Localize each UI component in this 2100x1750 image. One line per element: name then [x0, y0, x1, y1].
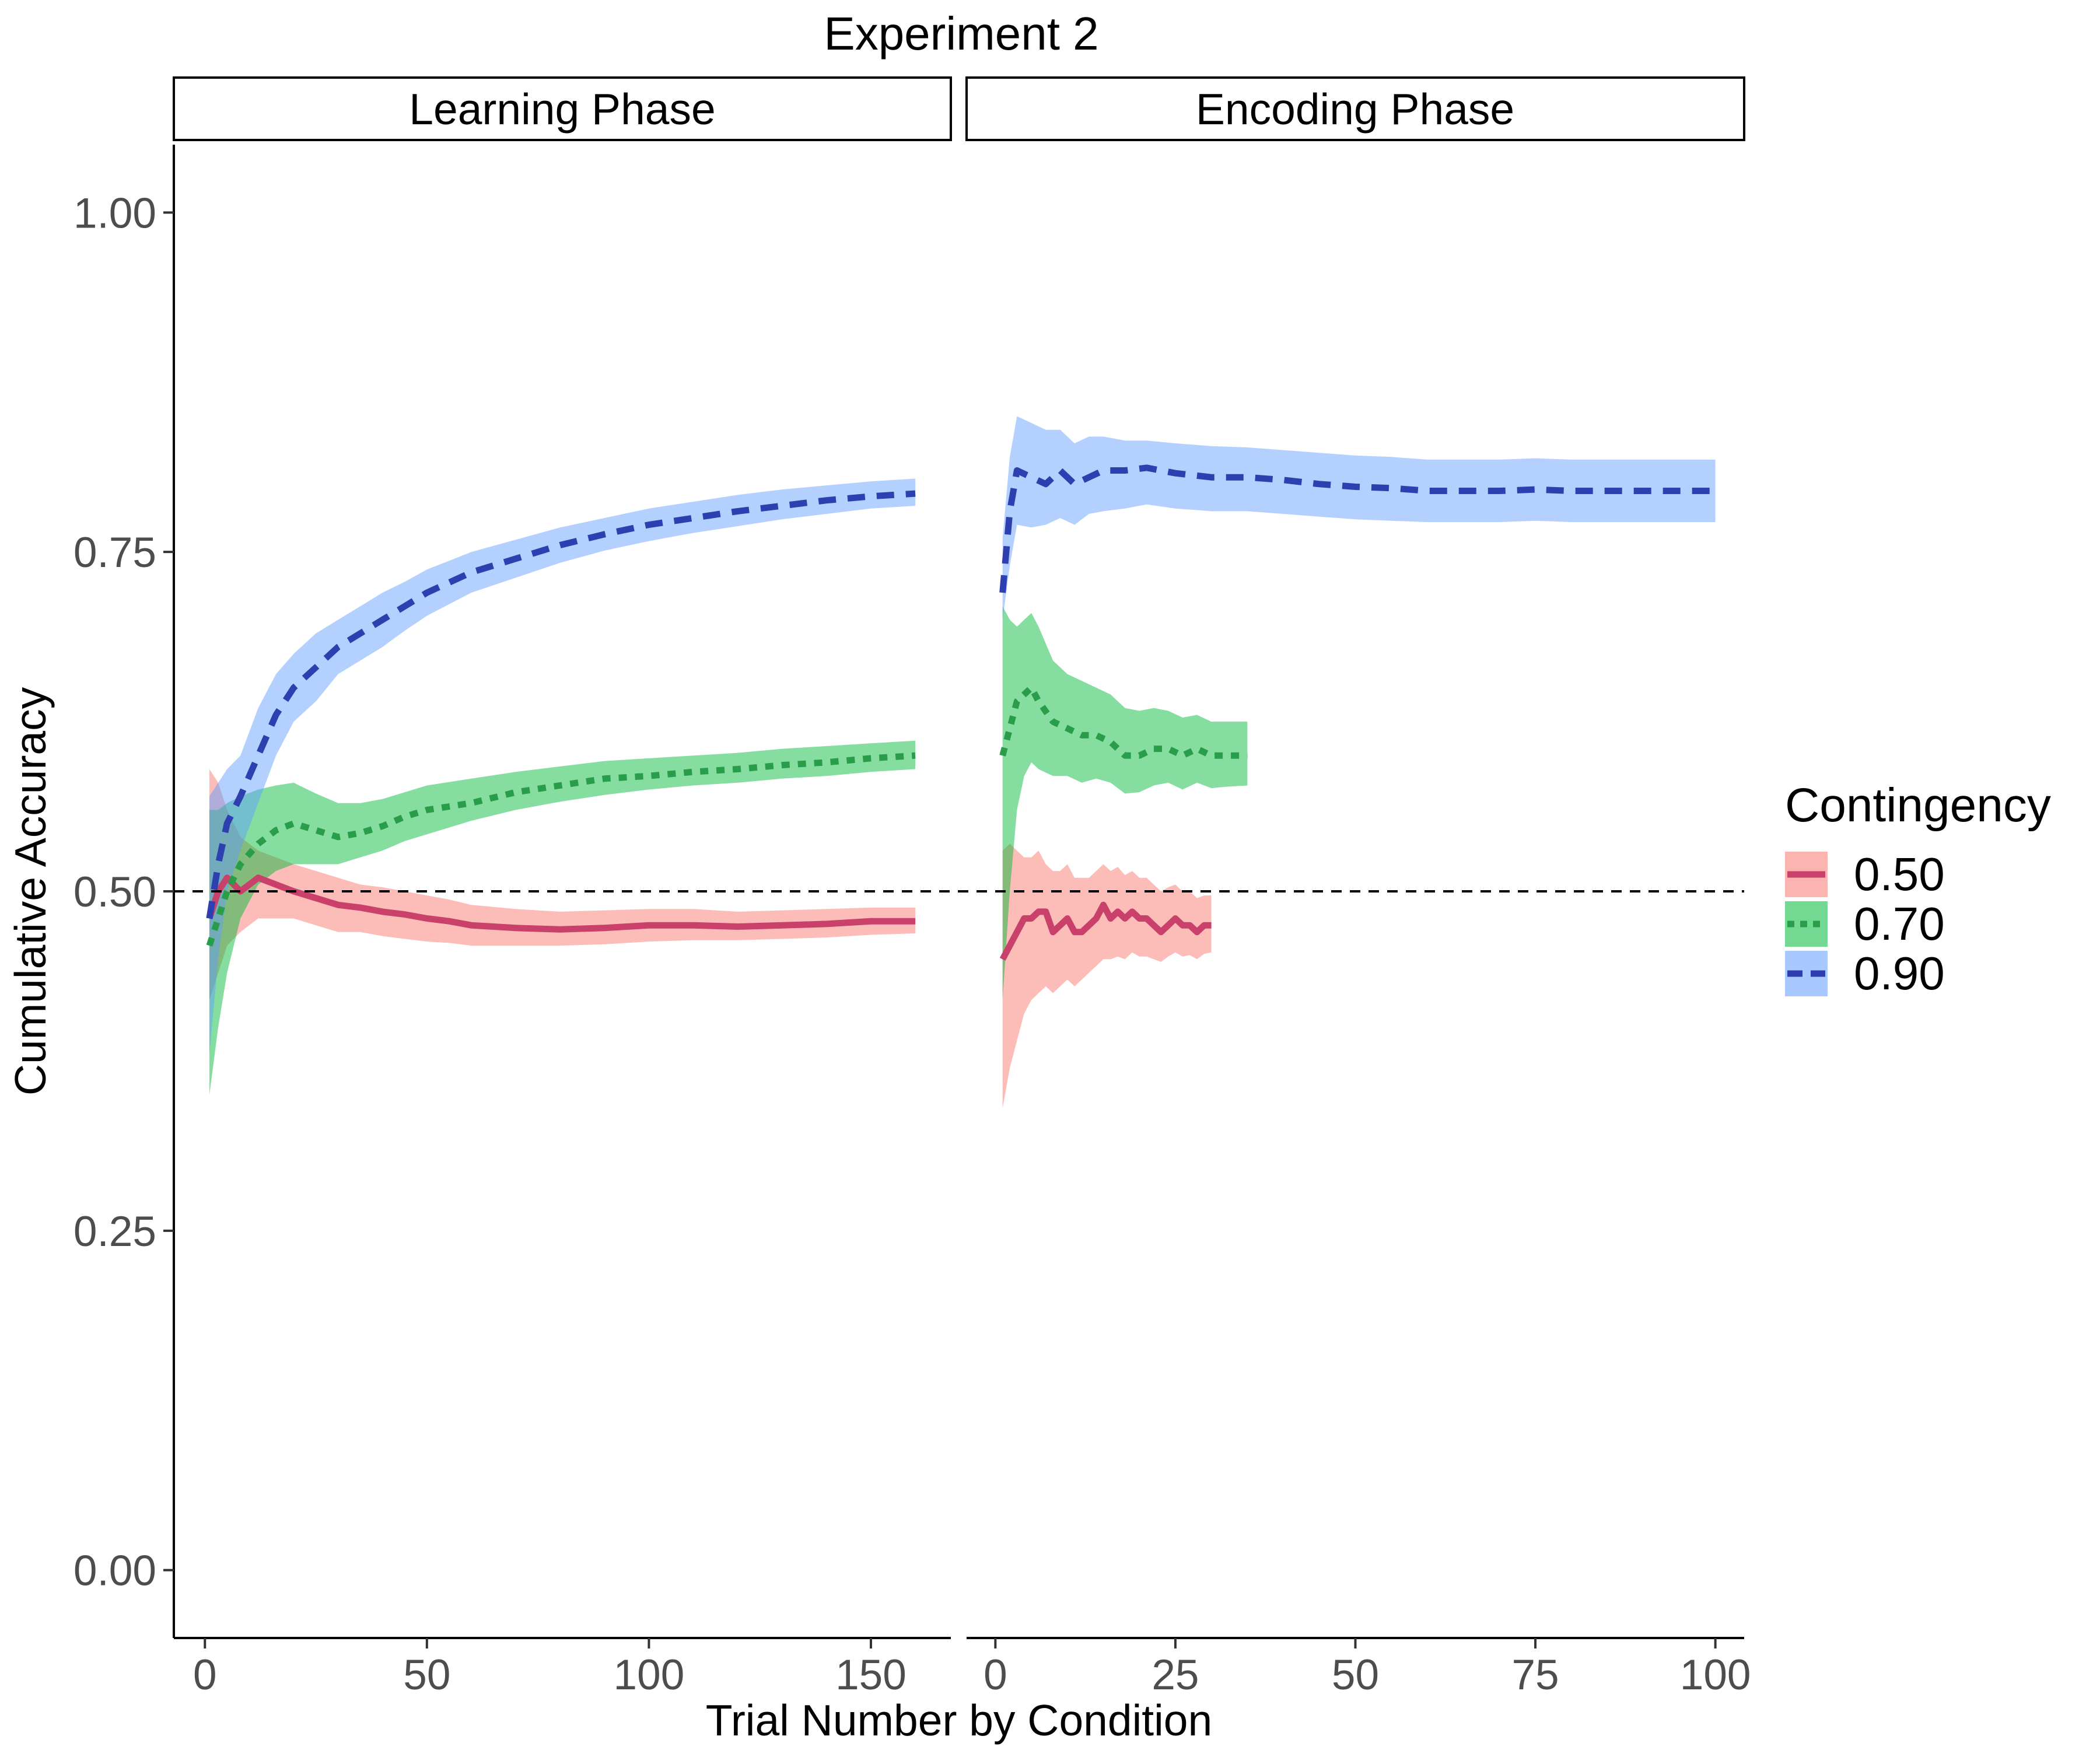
- x-tick-label: 0: [984, 1651, 1007, 1699]
- series-line-0.70: [999, 684, 1248, 759]
- ci-band-0.70: [209, 740, 916, 1096]
- chart-title: Experiment 2: [824, 8, 1098, 60]
- x-tick-label: 0: [193, 1651, 217, 1699]
- x-ticks: 0 50 100 150: [193, 1638, 907, 1699]
- x-tick-label: 50: [403, 1651, 450, 1699]
- series-line-0.50: [206, 874, 916, 933]
- ci-band-0.70: [1002, 606, 1248, 1000]
- ci-band-0.50: [1002, 844, 1212, 1109]
- x-tick-label: 150: [835, 1651, 907, 1699]
- strip-box-encoding-phase: [965, 76, 1745, 141]
- y-axis-title: Cumulative Accuracy: [6, 687, 55, 1096]
- legend-label: 0.90: [1854, 947, 1945, 999]
- legend-title: Contingency: [1785, 779, 2051, 832]
- ci-band-0.50: [209, 769, 916, 1000]
- series-line-0.50: [999, 901, 1212, 961]
- legend-entries: 0.500.700.90: [1785, 848, 1945, 999]
- y-tick-label: 0.50: [74, 869, 156, 916]
- y-tick-label: 1.00: [74, 190, 156, 237]
- x-ticks: 0 25 50 75 100: [984, 1638, 1751, 1699]
- panel-learning-phase: Learning Phase 0 50 100 150 0.00 0.25 0.50 0.7…: [74, 76, 952, 1699]
- series-lines: [206, 490, 916, 947]
- x-tick-label: 100: [1680, 1651, 1751, 1699]
- legend-label: 0.50: [1854, 848, 1945, 900]
- strip-box-learning-phase: [173, 76, 952, 141]
- confidence-bands: [1002, 416, 1716, 1109]
- panel-encoding-phase: Encoding Phase 0 25 50 75 100: [965, 76, 1751, 1699]
- series-line-0.70: [206, 752, 916, 947]
- strip-label-encoding-phase: Encoding Phase: [1196, 85, 1514, 134]
- ci-band-0.90: [209, 478, 916, 1055]
- series-line-0.90: [999, 464, 1716, 593]
- x-tick-label: 75: [1511, 1651, 1559, 1699]
- series-line-0.90: [206, 490, 916, 919]
- legend: Contingency 0.500.700.90: [1785, 779, 2051, 999]
- confidence-bands: [209, 478, 916, 1096]
- x-tick-label: 100: [614, 1651, 685, 1699]
- y-tick-label: 0.00: [74, 1548, 156, 1595]
- y-ticks: 0.00 0.25 0.50 0.75 1.00: [74, 190, 174, 1595]
- ci-band-0.90: [1002, 416, 1716, 620]
- y-tick-label: 0.25: [74, 1208, 156, 1255]
- x-tick-label: 25: [1152, 1651, 1199, 1699]
- x-tick-label: 50: [1332, 1651, 1379, 1699]
- legend-label: 0.70: [1854, 898, 1945, 950]
- x-axis-title: Trial Number by Condition: [706, 1696, 1212, 1745]
- series-lines: [999, 464, 1716, 961]
- y-tick-label: 0.75: [74, 529, 156, 576]
- strip-label-learning-phase: Learning Phase: [409, 85, 715, 134]
